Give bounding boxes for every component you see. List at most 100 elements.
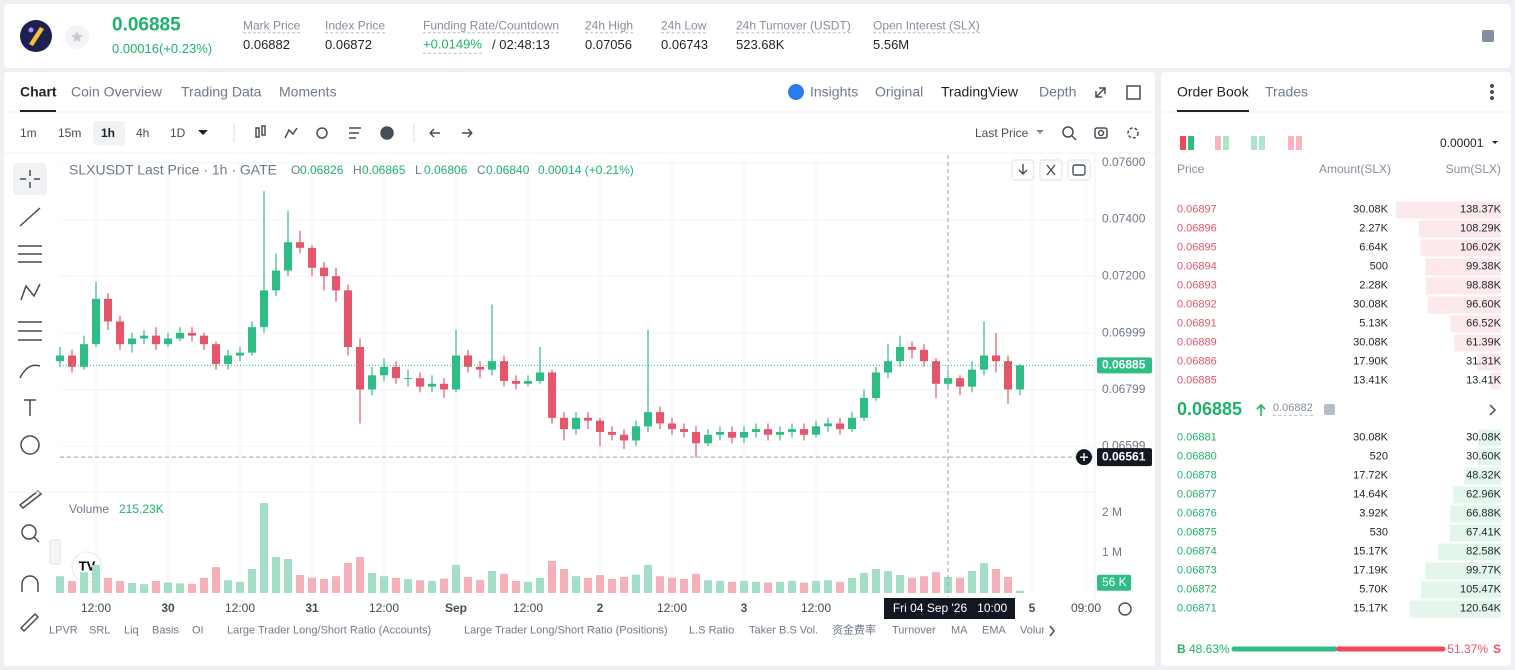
- book-price: 0.06880: [1177, 450, 1217, 463]
- volume-bar: [908, 577, 916, 593]
- candle-body: [848, 417, 856, 430]
- book-amount: 30.08K: [1353, 336, 1388, 349]
- indicator[interactable]: Large Trader Long/Short Ratio (Positions…: [464, 624, 668, 637]
- price-source[interactable]: Last Price: [975, 125, 1029, 140]
- volume-tick-label: 1 M: [1102, 545, 1122, 559]
- volume-bar: [692, 573, 700, 593]
- view-tab[interactable]: Original: [875, 83, 924, 100]
- indicator[interactable]: Liq: [124, 624, 139, 637]
- precision[interactable]: 0.00001: [1440, 135, 1484, 150]
- x-tick-label: 12:00: [657, 601, 687, 615]
- indicator[interactable]: Taker B.S Vol.: [749, 624, 819, 637]
- interval[interactable]: 4h: [136, 125, 150, 140]
- volume-tick-label: 2 M: [1102, 505, 1122, 519]
- view-tab[interactable]: TradingView: [941, 83, 1019, 100]
- candle-body: [80, 344, 88, 367]
- interval[interactable]: 1m: [20, 125, 37, 140]
- volume-bar: [404, 579, 412, 593]
- indicator[interactable]: Volume: [1020, 624, 1044, 637]
- book-amount: 30.08K: [1353, 298, 1388, 311]
- indicator[interactable]: Large Trader Long/Short Ratio (Accounts): [227, 624, 432, 637]
- book-amount: 6.64K: [1359, 241, 1388, 254]
- book-sum: 31.31K: [1466, 355, 1501, 368]
- volume-bar: [620, 577, 628, 593]
- volume-bar: [548, 561, 556, 593]
- x-tick-label: 09:00: [1071, 601, 1101, 615]
- chart-tab[interactable]: Moments: [279, 83, 337, 100]
- book-price: 0.06873: [1177, 564, 1217, 577]
- x-tick-label: 12:00: [225, 601, 255, 615]
- y-tick-label: 0.06799: [1102, 382, 1146, 396]
- star-icon: [71, 31, 83, 43]
- indicator[interactable]: MA: [951, 624, 968, 637]
- x-tick-label: 12:00: [81, 601, 111, 615]
- book-tab[interactable]: Trades: [1265, 83, 1309, 100]
- stat-value: 0.06872: [325, 37, 372, 53]
- candle-body: [992, 355, 1000, 362]
- candle-body: [380, 366, 388, 376]
- indicator[interactable]: LPVR: [49, 624, 78, 637]
- volume-bar: [800, 582, 808, 593]
- book-price: 0.06875: [1177, 526, 1217, 539]
- interval[interactable]: 15m: [58, 125, 82, 140]
- chart-tab[interactable]: Trading Data: [181, 83, 262, 100]
- indicator[interactable]: Basis: [152, 624, 179, 637]
- volume-bar: [416, 580, 424, 593]
- book-sum: 67.41K: [1466, 526, 1501, 539]
- candle-body: [584, 417, 592, 421]
- stat-label: 24h Low: [661, 18, 707, 34]
- book-mode-icon: [1296, 136, 1302, 150]
- ai-icon[interactable]: [788, 84, 804, 100]
- indicator[interactable]: Turnover: [892, 624, 936, 637]
- x-tick-label: 2: [597, 601, 604, 615]
- stat-label: Open Interest (SLX): [873, 18, 980, 34]
- volume-bar: [164, 582, 172, 593]
- view-tab[interactable]: Insights: [810, 83, 859, 100]
- view-tab[interactable]: Depth: [1039, 83, 1077, 100]
- candle-body: [464, 355, 472, 367]
- volume-bar: [932, 572, 940, 593]
- interval[interactable]: 1D: [170, 125, 186, 140]
- readout-value: 0.06806: [424, 162, 468, 177]
- candle-body: [308, 247, 316, 268]
- interval[interactable]: 1h: [101, 125, 116, 140]
- book-amount: 3.92K: [1359, 507, 1388, 520]
- volume-bar: [344, 563, 352, 593]
- candle-body: [284, 242, 292, 271]
- candle-body: [932, 361, 940, 384]
- volume-bar: [128, 583, 136, 593]
- candle-body: [860, 397, 868, 418]
- candle-body: [140, 335, 148, 339]
- volume-bar: [728, 581, 736, 593]
- indicator[interactable]: SRL: [89, 624, 111, 637]
- book-price: 0.06871: [1177, 602, 1217, 615]
- candle-body: [536, 372, 544, 381]
- y-tick-label: 0.07200: [1102, 268, 1146, 282]
- header-icon[interactable]: [1482, 30, 1494, 42]
- volume-bar: [476, 580, 484, 593]
- candle-body: [104, 298, 112, 322]
- candle-body: [188, 332, 196, 336]
- book-amount: 30.08K: [1353, 431, 1388, 444]
- last-price-label: 0.06885: [1102, 358, 1146, 372]
- x-tick-label: 3: [741, 601, 748, 615]
- chart-tab[interactable]: Coin Overview: [71, 83, 163, 100]
- indicator[interactable]: 资金费率: [832, 624, 876, 637]
- depth-bar: [1425, 277, 1501, 295]
- volume-bar: [488, 571, 496, 593]
- volume-bar: [668, 577, 676, 593]
- candle-body: [980, 355, 988, 370]
- indicator[interactable]: L.S Ratio: [689, 624, 735, 637]
- candle-body: [524, 380, 532, 384]
- indicator[interactable]: OI: [192, 624, 204, 637]
- volume-bar: [836, 581, 844, 593]
- book-tab[interactable]: Order Book: [1177, 83, 1249, 100]
- readout-value: 0.06826: [300, 162, 344, 177]
- chart-tab[interactable]: Chart: [20, 83, 57, 100]
- depth-bar: [1450, 315, 1501, 333]
- indicator[interactable]: EMA: [982, 624, 1006, 637]
- volume-bar: [308, 577, 316, 593]
- volume-bar: [752, 581, 760, 593]
- book-amount: 17.90K: [1353, 355, 1388, 368]
- candle-body: [236, 352, 244, 356]
